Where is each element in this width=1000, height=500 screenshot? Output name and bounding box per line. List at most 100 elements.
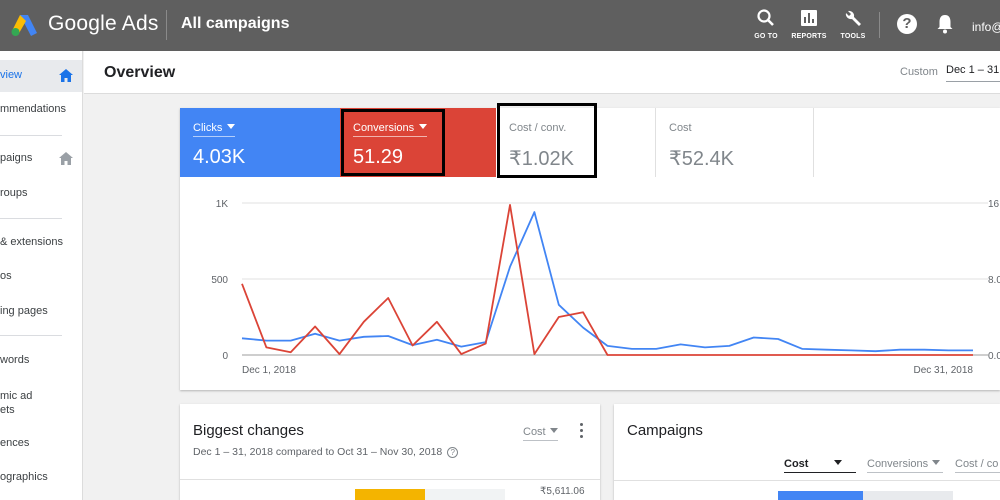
card-title: Biggest changes xyxy=(193,422,304,439)
x-tick-label: Dec 1, 2018 xyxy=(242,365,296,376)
chevron-down-icon xyxy=(419,124,428,129)
column-label: Conversions xyxy=(867,458,929,470)
sidebar-item-label: mmendations xyxy=(0,103,67,115)
line-chart: 1K 16 500 8.0 0 0.0 Dec 1, 2018 Dec 31, 2018 xyxy=(211,199,1000,376)
metric-label: Conversions xyxy=(353,122,415,134)
sidebar-item-audiences[interactable]: ences xyxy=(0,428,82,460)
column-label: Cost / co xyxy=(955,458,999,470)
top-bar: Google Ads All campaigns GO TO REPORTS T… xyxy=(0,0,1000,51)
divider xyxy=(180,479,600,480)
sidebar-divider xyxy=(0,135,62,136)
goto-button[interactable]: GO TO xyxy=(744,8,788,40)
metric-dropdown-clicks[interactable]: Clicks xyxy=(193,122,236,137)
metric-tile-clicks[interactable]: Clicks 4.03K xyxy=(180,108,340,177)
conversions-bar xyxy=(863,491,953,500)
change-bar xyxy=(355,489,425,500)
metric-tile-cost[interactable]: Cost ₹52.4K xyxy=(656,108,814,177)
help-icon[interactable]: ? xyxy=(447,447,459,458)
divider xyxy=(879,12,880,38)
metric-label: Clicks xyxy=(193,122,223,134)
change-bar-track xyxy=(425,489,505,500)
search-icon xyxy=(757,9,774,26)
sidebar-item-dynamic-ad-targets[interactable]: mic ad ets xyxy=(0,386,82,418)
y-tick-label-left: 1K xyxy=(216,199,229,210)
sidebar-item-videos[interactable]: os xyxy=(0,261,82,293)
reports-icon xyxy=(801,10,817,26)
google-ads-logo-icon[interactable] xyxy=(10,13,38,37)
y-tick-label-left: 500 xyxy=(211,275,228,286)
page-title: Overview xyxy=(104,64,176,81)
comparison-text: Dec 1 – 31, 2018 compared to Oct 31 – No… xyxy=(193,446,443,458)
sidebar-item-overview[interactable]: view xyxy=(0,60,82,92)
x-tick-label: Dec 31, 2018 xyxy=(914,365,974,376)
notifications-icon[interactable] xyxy=(935,13,955,35)
sidebar-item-demographics[interactable]: ographics xyxy=(0,462,82,494)
divider xyxy=(614,480,1000,481)
card-subtitle: Dec 1 – 31, 2018 compared to Oct 31 – No… xyxy=(193,446,459,458)
overview-chart-card: Clicks 4.03K Conversions 51.29 Cost / co… xyxy=(180,103,1000,390)
column-select-cost[interactable]: Cost xyxy=(784,458,856,473)
sidebar-item-label: view xyxy=(0,69,23,81)
biggest-changes-card: Biggest changes Dec 1 – 31, 2018 compare… xyxy=(180,404,600,500)
account-email[interactable]: info@ xyxy=(972,20,1000,34)
performance-chart[interactable]: 1K 16 500 8.0 0 0.0 Dec 1, 2018 Dec 31, 2018 xyxy=(180,177,1000,390)
home-icon xyxy=(59,152,73,165)
series-line-clicks xyxy=(241,211,973,353)
reports-button[interactable]: REPORTS xyxy=(787,8,831,40)
chevron-down-icon xyxy=(932,460,941,465)
sidebar-item-label: words xyxy=(0,354,30,366)
metric-value: ₹52.4K xyxy=(669,148,734,170)
y-tick-label-right: 16 xyxy=(988,199,1000,210)
metric-label: Cost xyxy=(669,122,692,134)
home-icon xyxy=(59,69,73,82)
metric-label: Cost / conv. xyxy=(509,122,567,134)
column-label: Cost xyxy=(784,458,809,470)
metric-value: ₹1.02K xyxy=(509,148,574,170)
page-heading: All campaigns xyxy=(181,15,290,32)
tools-label: TOOLS xyxy=(840,33,866,40)
help-icon[interactable]: ? xyxy=(897,14,917,34)
chevron-down-icon xyxy=(227,124,236,129)
chevron-down-icon xyxy=(549,428,558,433)
metric-value: 51.29 xyxy=(353,146,404,168)
change-value: ₹5,611.06 xyxy=(540,486,585,497)
series-line-conversions xyxy=(241,203,973,356)
sidebar-item-ads-extensions[interactable]: & extensions xyxy=(0,227,82,259)
date-range-type: Custom xyxy=(900,66,938,78)
reports-label: REPORTS xyxy=(791,33,827,40)
sidebar-item-label-line2: ets xyxy=(0,404,15,416)
column-select-conversions[interactable]: Conversions xyxy=(867,458,943,473)
sidebar-item-label: ing pages xyxy=(0,305,48,317)
cost-bar xyxy=(778,491,863,500)
overview-header: Overview Custom Dec 1 – 31 xyxy=(84,51,1000,94)
tools-button[interactable]: TOOLS xyxy=(831,8,875,40)
sidebar-item-landing-pages[interactable]: ing pages xyxy=(0,296,82,328)
chevron-down-icon xyxy=(834,460,843,465)
highlight-box xyxy=(341,109,445,176)
sidebar-item-campaigns[interactable]: paigns xyxy=(0,143,82,175)
sidebar-item-label: ographics xyxy=(0,471,48,483)
metric-dropdown-conversions[interactable]: Conversions xyxy=(353,122,428,137)
sidebar-item-label: & extensions xyxy=(0,236,63,248)
more-options-icon[interactable] xyxy=(580,423,584,439)
y-tick-label-right: 0.0 xyxy=(988,351,1000,362)
sidebar-item-recommendations[interactable]: mmendations xyxy=(0,94,82,126)
brand-name[interactable]: Google Ads xyxy=(48,12,159,35)
goto-label: GO TO xyxy=(754,33,778,40)
sidebar-item-ad-groups[interactable]: roups xyxy=(0,178,82,210)
sidebar-item-label: os xyxy=(0,270,12,282)
sidebar-item-keywords[interactable]: words xyxy=(0,345,82,377)
campaigns-card: Campaigns Cost Conversions Cost / co xyxy=(614,404,1000,500)
sidebar-item-label-wrap: mic ad ets xyxy=(0,389,32,417)
column-select-cost-per-conv[interactable]: Cost / co xyxy=(955,458,1000,473)
sidebar-item-label: mic ad xyxy=(0,390,33,402)
sidebar-item-label: roups xyxy=(0,187,28,199)
metric-select[interactable]: Cost xyxy=(523,426,558,441)
y-tick-label-left: 0 xyxy=(222,351,228,362)
highlight-box xyxy=(497,103,597,178)
sidebar-divider xyxy=(0,218,62,219)
y-tick-label-right: 8.0 xyxy=(988,275,1000,286)
metric-tile-cost-per-conversion[interactable]: Cost / conv. ₹1.02K xyxy=(496,103,656,178)
metric-tile-conversions[interactable]: Conversions 51.29 xyxy=(340,108,496,177)
date-range-picker[interactable]: Dec 1 – 31 xyxy=(946,64,1000,82)
